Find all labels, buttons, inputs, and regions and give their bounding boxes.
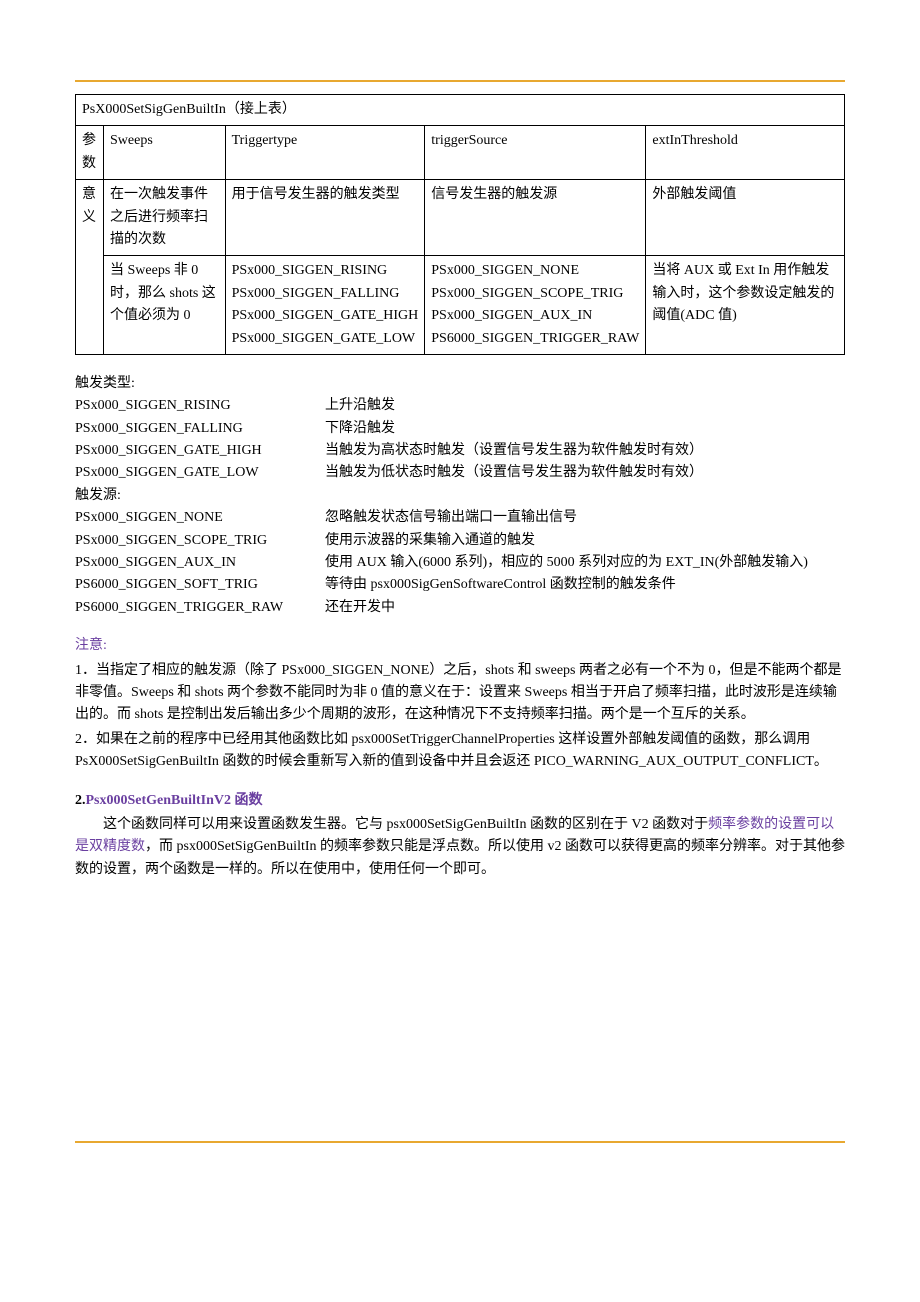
table-title-row: PsX000SetSigGenBuiltIn（接上表） — [76, 95, 845, 126]
meaning-triggertype: 用于信号发生器的触发类型 — [225, 180, 425, 256]
def-row: PS6000_SIGGEN_SOFT_TRIG 等待由 psx000SigGen… — [75, 574, 845, 596]
def-key: PSx000_SIGGEN_GATE_HIGH — [75, 440, 325, 462]
table-meaning-row: 意义 在一次触发事件之后进行频率扫描的次数 用于信号发生器的触发类型 信号发生器… — [76, 180, 845, 256]
meaning-triggersource: 信号发生器的触发源 — [425, 180, 646, 256]
note-p1: 1．当指定了相应的触发源（除了 PSx000_SIGGEN_NONE）之后，sh… — [75, 660, 845, 727]
def-key: PSx000_SIGGEN_AUX_IN — [75, 552, 325, 574]
def-key: PSx000_SIGGEN_FALLING — [75, 418, 325, 440]
table-header-row: 参数 Sweeps Triggertype triggerSource extI… — [76, 126, 845, 180]
table-title: PsX000SetSigGenBuiltIn（接上表） — [76, 95, 845, 126]
section2-body: 这个函数同样可以用来设置函数发生器。它与 psx000SetSigGenBuil… — [75, 814, 845, 881]
def-val: 忽略触发状态信号输出端口一直输出信号 — [325, 507, 845, 529]
def-key: PSx000_SIGGEN_NONE — [75, 507, 325, 529]
def-row: PSx000_SIGGEN_AUX_IN 使用 AUX 输入(6000 系列)，… — [75, 552, 845, 574]
def-key: PS6000_SIGGEN_TRIGGER_RAW — [75, 597, 325, 619]
def-val: 下降沿触发 — [325, 418, 845, 440]
detail-triggertype: PSx000_SIGGEN_RISING PSx000_SIGGEN_FALLI… — [225, 256, 425, 355]
notes-body: 1．当指定了相应的触发源（除了 PSx000_SIGGEN_NONE）之后，sh… — [75, 660, 845, 774]
col-triggertype: Triggertype — [225, 126, 425, 180]
def-row: PSx000_SIGGEN_GATE_HIGH 当触发为高状态时触发（设置信号发… — [75, 440, 845, 462]
section2-num: 2. — [75, 793, 86, 808]
meaning-sweeps: 在一次触发事件之后进行频率扫描的次数 — [104, 180, 226, 256]
section2-paragraph: 这个函数同样可以用来设置函数发生器。它与 psx000SetSigGenBuil… — [75, 814, 845, 881]
def-val: 当触发为高状态时触发（设置信号发生器为软件触发时有效） — [325, 440, 845, 462]
def-key: PSx000_SIGGEN_SCOPE_TRIG — [75, 530, 325, 552]
def-val: 等待由 psx000SigGenSoftwareControl 函数控制的触发条… — [325, 574, 845, 596]
def-row: PS6000_SIGGEN_TRIGGER_RAW 还在开发中 — [75, 597, 845, 619]
trigger-sources-heading: 触发源: — [75, 485, 845, 507]
section2-title: Psx000SetGenBuiltInV2 函数 — [86, 793, 263, 808]
parameter-table: PsX000SetSigGenBuiltIn（接上表） 参数 Sweeps Tr… — [75, 94, 845, 355]
top-divider — [75, 80, 845, 82]
detail-extinthreshold: 当将 AUX 或 Ext In 用作触发输入时，这个参数设定触发的阈值(ADC … — [646, 256, 845, 355]
section2-text-post: ，而 psx000SetSigGenBuiltIn 的频率参数只能是浮点数。所以… — [75, 839, 845, 876]
col-triggersource: triggerSource — [425, 126, 646, 180]
col-extinthreshold: extInThreshold — [646, 126, 845, 180]
detail-sweeps: 当 Sweeps 非 0 时，那么 shots 这个值必须为 0 — [104, 256, 226, 355]
def-row: PSx000_SIGGEN_RISING 上升沿触发 — [75, 395, 845, 417]
col-sweeps: Sweeps — [104, 126, 226, 180]
def-val: 使用 AUX 输入(6000 系列)，相应的 5000 系列对应的为 EXT_I… — [325, 552, 845, 574]
meaning-extinthreshold: 外部触发阈值 — [646, 180, 845, 256]
trigger-types-section: 触发类型: PSx000_SIGGEN_RISING 上升沿触发 PSx000_… — [75, 373, 845, 619]
def-key: PS6000_SIGGEN_SOFT_TRIG — [75, 574, 325, 596]
def-val: 上升沿触发 — [325, 395, 845, 417]
section2-text-pre: 这个函数同样可以用来设置函数发生器。它与 psx000SetSigGenBuil… — [103, 817, 708, 832]
notes-section: 注意: 1．当指定了相应的触发源（除了 PSx000_SIGGEN_NONE）之… — [75, 635, 845, 773]
document-page: PsX000SetSigGenBuiltIn（接上表） 参数 Sweeps Tr… — [0, 0, 920, 1223]
note-p2: 2．如果在之前的程序中已经用其他函数比如 psx000SetTriggerCha… — [75, 729, 845, 774]
def-key: PSx000_SIGGEN_GATE_LOW — [75, 462, 325, 484]
table-detail-row: 当 Sweeps 非 0 时，那么 shots 这个值必须为 0 PSx000_… — [76, 256, 845, 355]
def-row: PSx000_SIGGEN_FALLING 下降沿触发 — [75, 418, 845, 440]
def-row: PSx000_SIGGEN_SCOPE_TRIG 使用示波器的采集输入通道的触发 — [75, 530, 845, 552]
notes-heading: 注意: — [75, 635, 845, 657]
detail-triggersource: PSx000_SIGGEN_NONE PSx000_SIGGEN_SCOPE_T… — [425, 256, 646, 355]
def-val: 当触发为低状态时触发（设置信号发生器为软件触发时有效） — [325, 462, 845, 484]
row-label-meaning: 意义 — [76, 180, 104, 355]
def-row: PSx000_SIGGEN_NONE 忽略触发状态信号输出端口一直输出信号 — [75, 507, 845, 529]
def-row: PSx000_SIGGEN_GATE_LOW 当触发为低状态时触发（设置信号发生… — [75, 462, 845, 484]
def-key: PSx000_SIGGEN_RISING — [75, 395, 325, 417]
row-label-params: 参数 — [76, 126, 104, 180]
bottom-divider — [75, 1141, 845, 1143]
def-val: 还在开发中 — [325, 597, 845, 619]
section2-heading: 2.Psx000SetGenBuiltInV2 函数 — [75, 790, 845, 812]
def-val: 使用示波器的采集输入通道的触发 — [325, 530, 845, 552]
trigger-types-heading: 触发类型: — [75, 373, 845, 395]
